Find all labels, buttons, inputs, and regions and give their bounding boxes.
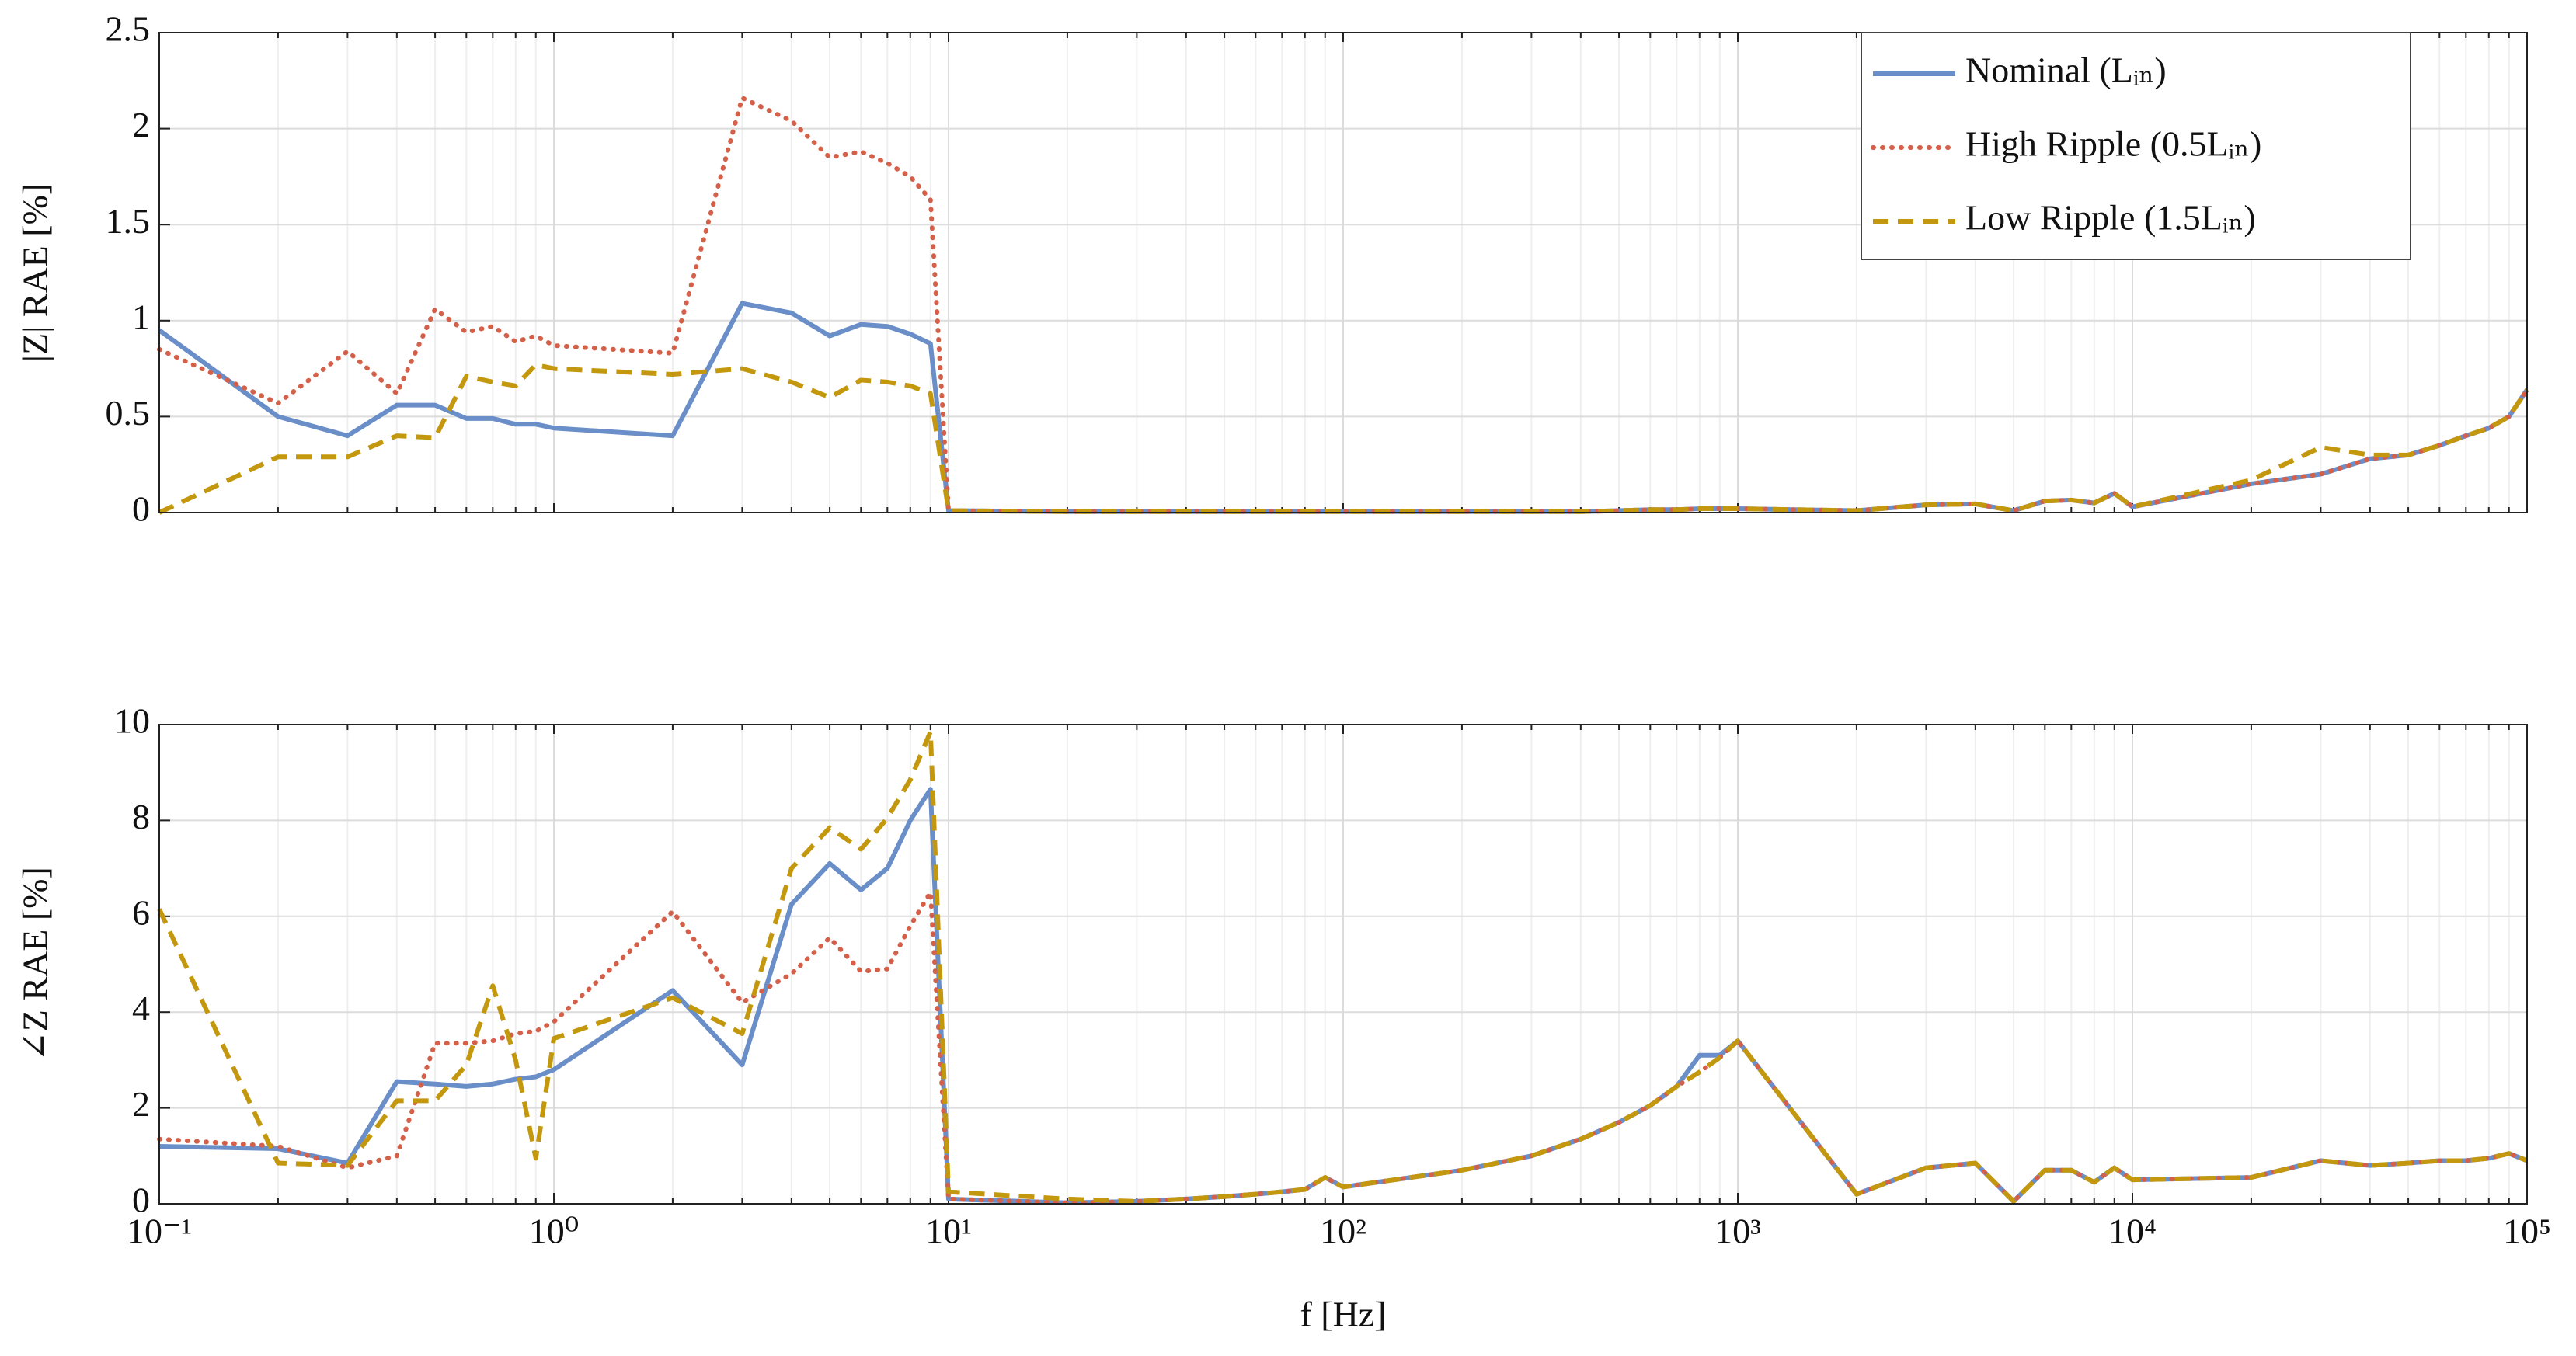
legend-label: High Ripple (0.5Lᵢₙ): [1965, 124, 2261, 164]
x-tick-label: 10¹: [925, 1212, 972, 1251]
y-tick-label: 2: [132, 1084, 150, 1124]
y-tick-label: 0.5: [106, 393, 151, 433]
x-tick-label: 10³: [1714, 1212, 1761, 1251]
y-tick-label: 8: [132, 797, 150, 836]
y-tick-label: 10: [114, 701, 150, 741]
y-tick-label: 2.5: [106, 9, 151, 49]
y-axis-label: |Z| RAE [%]: [16, 183, 55, 362]
y-axis-label: ∠Z RAE [%]: [16, 867, 55, 1062]
y-tick-label: 4: [132, 989, 150, 1028]
axes-box: [158, 724, 2528, 1205]
x-tick-label: 10²: [1320, 1212, 1366, 1251]
x-tick-label: 10⁰: [529, 1212, 579, 1251]
x-axis-label: f [Hz]: [1300, 1295, 1386, 1334]
y-tick-label: 6: [132, 892, 150, 932]
axes-box: [158, 32, 2528, 513]
data-line: [158, 301, 2529, 514]
y-tick-label: 0: [132, 489, 150, 529]
x-tick-label: 10⁴: [2108, 1212, 2157, 1251]
legend-label: Nominal (Lᵢₙ): [1965, 50, 2167, 90]
data-line: [158, 362, 2529, 515]
data-line: [157, 729, 2529, 1204]
y-tick-label: 0: [132, 1180, 150, 1220]
x-tick-label: 10⁵: [2503, 1212, 2551, 1251]
legend-label: Low Ripple (1.5Lᵢₙ): [1965, 198, 2256, 238]
y-tick-label: 2: [132, 105, 150, 144]
y-tick-label: 1: [132, 297, 150, 336]
x-tick-label: 10⁻¹: [127, 1212, 192, 1251]
y-tick-label: 1.5: [106, 201, 151, 241]
